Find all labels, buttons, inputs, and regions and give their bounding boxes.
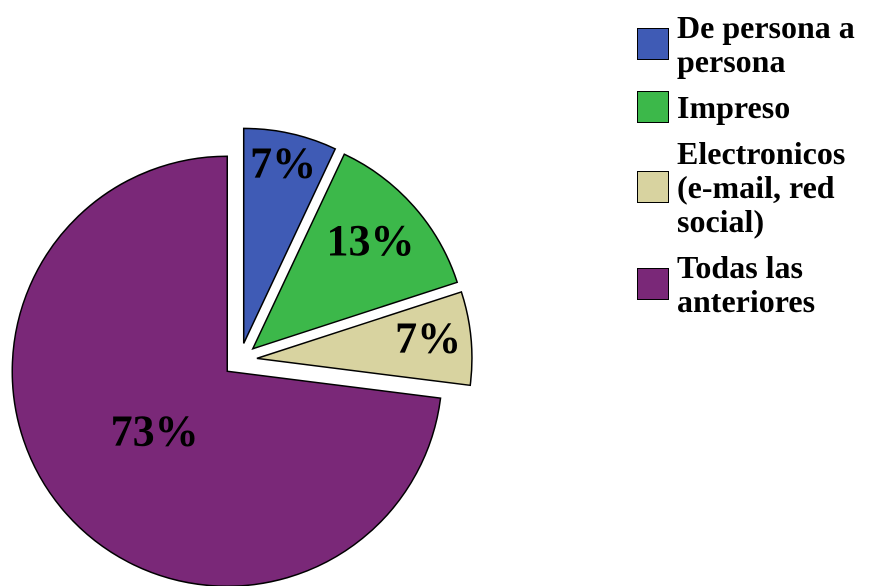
legend: De persona a persona Impreso Electronicos … xyxy=(637,10,873,318)
legend-swatch xyxy=(637,28,669,60)
legend-swatch xyxy=(637,91,669,123)
data-label: 7% xyxy=(250,138,316,187)
legend-entry: De persona a persona xyxy=(637,10,873,78)
data-label: 73% xyxy=(111,406,199,455)
pie-slice xyxy=(256,291,473,387)
legend-label: De persona a persona xyxy=(677,9,855,79)
legend-label: Todas las anteriores xyxy=(677,249,816,319)
pie-slice xyxy=(11,155,442,586)
data-label: 7% xyxy=(395,313,461,362)
data-label: 13% xyxy=(326,216,414,265)
legend-label: Electronicos (e-mail, red social) xyxy=(677,135,846,239)
pie-slice xyxy=(251,153,459,351)
legend-entry: Todas las anteriores xyxy=(637,250,873,318)
legend-swatch xyxy=(637,171,669,203)
pie-slice xyxy=(242,127,337,344)
legend-label: Impreso xyxy=(677,89,791,125)
legend-entry: Impreso xyxy=(637,90,873,124)
legend-swatch xyxy=(637,268,669,300)
legend-entry: Electronicos (e-mail, red social) xyxy=(637,136,873,238)
